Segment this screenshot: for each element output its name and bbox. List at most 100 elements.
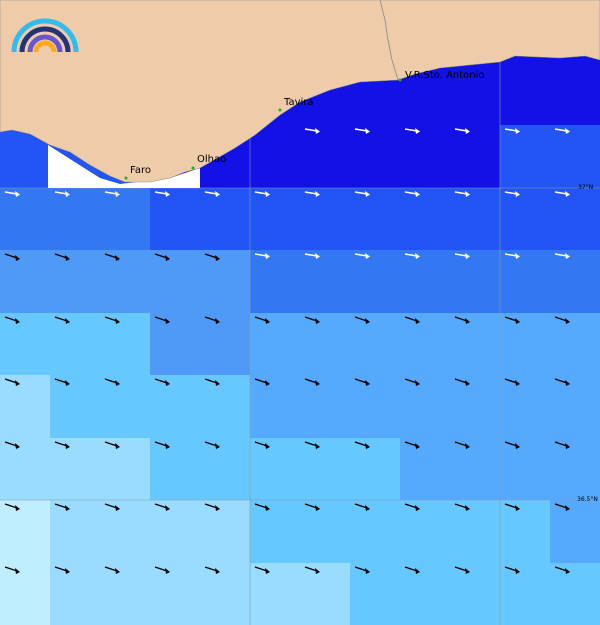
grid-cell	[550, 250, 600, 313]
marker	[191, 166, 195, 170]
arrow-head	[65, 505, 70, 511]
arrow	[504, 128, 518, 132]
marker	[124, 176, 128, 180]
grid-cell	[500, 500, 550, 563]
arrow	[154, 566, 168, 572]
grid-cell	[250, 250, 300, 313]
grid-cell	[550, 563, 600, 625]
grid-cell	[0, 438, 50, 500]
grid-cell	[500, 438, 550, 500]
arrow	[554, 566, 568, 572]
arrow	[404, 253, 418, 257]
arrow-head	[365, 253, 370, 259]
arrow	[354, 566, 368, 572]
arrow-head	[515, 191, 520, 197]
arrow	[254, 503, 268, 509]
marker	[278, 108, 282, 112]
grid-cell	[0, 188, 50, 250]
arrow-head	[565, 443, 570, 449]
grid-cell	[550, 313, 600, 375]
grid-cell	[400, 250, 450, 313]
grid-cell	[450, 250, 500, 313]
arrow-head	[315, 191, 320, 197]
arrow	[504, 503, 518, 509]
grid-cell	[450, 500, 500, 563]
arrow-head	[565, 191, 570, 197]
arrow-head	[265, 505, 270, 511]
arrow-head	[415, 380, 420, 386]
arrow-head	[115, 505, 120, 511]
arrow-head	[465, 253, 470, 259]
arrow	[404, 441, 418, 447]
arrow-head	[565, 128, 570, 134]
arrow	[254, 316, 268, 322]
arrow	[554, 441, 568, 447]
arrow	[54, 378, 68, 384]
arrow	[204, 503, 218, 509]
grid-cell	[250, 313, 300, 375]
grid-cell	[100, 188, 150, 250]
arrow	[504, 441, 518, 447]
arrow	[154, 378, 168, 384]
arrow-head	[65, 568, 70, 574]
arrow-head	[215, 443, 220, 449]
arrow	[304, 503, 318, 509]
grid-cell	[500, 63, 550, 125]
grid-cell	[0, 563, 50, 625]
latitude-label: 36.5°N	[577, 496, 598, 503]
grid-cell	[150, 250, 200, 313]
grid-cell	[50, 563, 100, 625]
grid-cell	[350, 250, 400, 313]
arrow	[404, 566, 418, 572]
grid-cell	[250, 188, 300, 250]
arrow	[254, 441, 268, 447]
arrow-head	[415, 443, 420, 449]
arrow-head	[15, 191, 20, 197]
arrow-head	[415, 128, 420, 134]
arrow	[554, 191, 568, 195]
arrow-head	[515, 380, 520, 386]
arrow	[304, 378, 318, 384]
arrow-head	[415, 505, 420, 511]
arrow-head	[565, 253, 570, 259]
grid-cell	[300, 500, 350, 563]
arrow	[204, 191, 218, 195]
grid-cell	[300, 313, 350, 375]
arrow-head	[415, 191, 420, 197]
arrow	[304, 128, 318, 132]
grid-cell	[50, 188, 100, 250]
arrow-head	[415, 568, 420, 574]
arrow-head	[365, 505, 370, 511]
arrow	[54, 316, 68, 322]
arrow-head	[265, 191, 270, 197]
arrow	[404, 378, 418, 384]
grid-cell	[350, 438, 400, 500]
arrow-head	[115, 443, 120, 449]
arrow-head	[65, 443, 70, 449]
arrow	[354, 191, 368, 195]
arrow	[4, 378, 18, 384]
arrow-head	[315, 253, 320, 259]
arrow-head	[465, 318, 470, 324]
river	[379, 0, 399, 81]
arrow-head	[315, 128, 320, 134]
arrow	[504, 316, 518, 322]
arrow	[4, 316, 18, 322]
arrow	[204, 378, 218, 384]
arrow	[304, 441, 318, 447]
grid-cell	[150, 188, 200, 250]
arrow	[154, 316, 168, 322]
grid-cell	[200, 313, 250, 375]
arrow	[404, 316, 418, 322]
arrow	[504, 253, 518, 257]
grid-cell	[550, 125, 600, 188]
arrow-head	[315, 568, 320, 574]
grid-cell	[300, 125, 350, 188]
arrow	[154, 503, 168, 509]
marker	[398, 78, 402, 82]
arrow-head	[365, 443, 370, 449]
arrow	[4, 253, 18, 259]
arrow-head	[165, 380, 170, 386]
grid-cell	[500, 250, 550, 313]
arrow	[554, 503, 568, 509]
